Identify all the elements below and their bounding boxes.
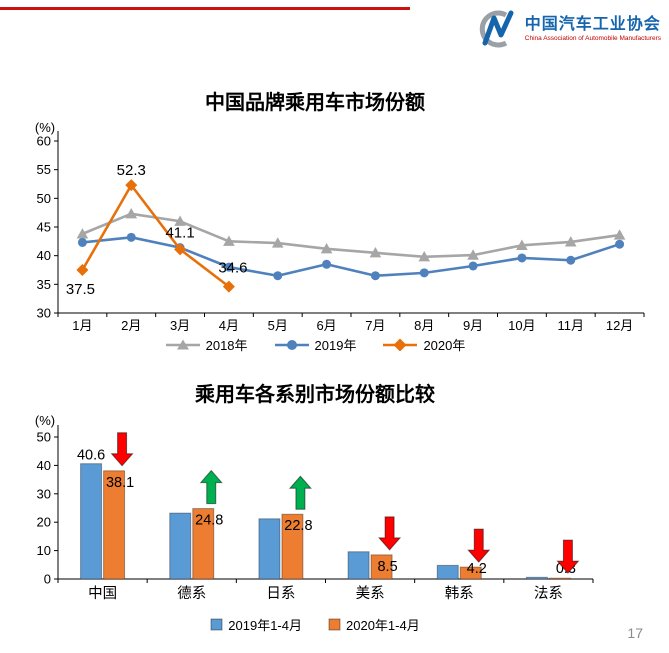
svg-text:5月: 5月 [268,318,288,333]
svg-text:40.6: 40.6 [77,448,105,464]
svg-text:10月: 10月 [508,318,535,333]
line-chart-legend: 2018年 2019年 2020年 [10,335,620,354]
svg-text:20: 20 [37,515,51,530]
series-2020年: 37.5 52.3 41.1 34.6 [66,162,248,298]
svg-text:37.5: 37.5 [66,281,95,298]
bar-value-labels: 40.638.124.822.88.54.20.3 [77,448,576,577]
down-arrow-icon [467,528,491,563]
blue-square-icon [210,618,223,631]
legend-circle [286,340,297,350]
svg-text:(%): (%) [35,413,55,428]
bars-2019年1-4月 [80,463,548,580]
svg-text:美系: 美系 [356,585,385,602]
legend-item-2020-1-4: 2020年1-4月 [328,615,420,634]
svg-text:6月: 6月 [316,318,336,333]
svg-text:日系: 日系 [266,585,295,602]
orange-square-icon [328,618,341,631]
logo-swoosh [479,10,507,48]
page-number: 17 [627,625,643,641]
diamond-marker-icon [383,338,418,351]
svg-text:41.1: 41.1 [165,224,194,241]
legend-item-2019: 2019年 [274,335,357,354]
svg-text:7月: 7月 [365,318,385,333]
svg-text:4.2: 4.2 [467,561,487,577]
bars-2020年1-4月 [103,470,571,580]
series-2019年 [77,232,625,281]
svg-text:德系: 德系 [177,585,206,602]
svg-text:8月: 8月 [414,318,434,333]
triangle-marker-icon [165,339,200,350]
svg-text:中国: 中国 [88,585,117,602]
svg-text:3月: 3月 [170,318,190,333]
svg-text:50: 50 [37,430,51,445]
legend-label-2020: 2020年 [423,338,466,353]
axes: 30 35 40 45 50 55 60 1月 2月 3月 4月 5月 6月 7月 8月 9月 10月 11月 12… [35,121,645,333]
svg-text:55: 55 [37,162,51,177]
svg-text:12月: 12月 [606,318,633,333]
logo-text: 中国汽车工业协会 China Association of Automobile… [525,16,661,43]
legend-item-2019-1-4: 2019年1-4月 [210,615,302,634]
svg-text:8.5: 8.5 [377,559,397,575]
line-chart-section: 中国品牌乘用车市场份额 30 35 40 45 50 55 60 1月 2月 3月 4月 5月 6月 7月… [10,86,660,354]
legend-label-2019-1-4: 2019年1-4月 [228,618,302,633]
logo-m-stroke [482,10,514,46]
legend-label-2019: 2019年 [314,338,357,353]
circle-marker-icon [274,340,309,350]
bar-chart-section: 乘用车各系别市场份额比较 0 10 20 30 40 50 中国 德系 日系 美系 韩系 法系 (%) 4… [10,378,660,634]
caam-logo: 中国汽车工业协会 China Association of Automobile… [473,8,661,50]
caam-logo-icon [479,10,514,48]
legend-item-2020: 2020年 [382,335,465,354]
svg-text:9月: 9月 [463,318,483,333]
svg-text:2月: 2月 [121,318,141,333]
svg-text:法系: 法系 [534,585,563,602]
top-red-rule [0,7,410,10]
svg-text:45: 45 [37,220,51,235]
svg-text:(%): (%) [35,121,55,135]
bar-chart-legend: 2019年1-4月 2020年1-4月 [10,615,620,634]
svg-text:35: 35 [37,277,51,292]
legend-triangle [176,339,189,350]
svg-text:韩系: 韩系 [445,585,474,602]
legend-label-2020-1-4: 2020年1-4月 [346,618,420,633]
svg-text:4月: 4月 [219,318,239,333]
svg-text:40: 40 [37,458,51,473]
series-2018年 [76,208,626,262]
svg-text:30: 30 [37,306,51,321]
svg-text:1月: 1月 [72,318,92,333]
svg-text:0: 0 [44,572,51,587]
org-name-en: China Association of Automobile Manufact… [524,35,661,43]
down-arrow-icon [377,516,402,551]
up-arrow-icon [199,469,223,505]
svg-text:40: 40 [37,248,51,263]
down-arrow-icon [110,432,134,467]
svg-text:34.6: 34.6 [218,260,247,277]
line-chart-title: 中国品牌乘用车市场份额 [205,92,425,114]
svg-text:52.3: 52.3 [117,162,146,179]
legend-item-2018: 2018年 [165,335,248,354]
svg-text:24.8: 24.8 [195,513,223,529]
legend-square [328,618,341,631]
line-chart: 30 35 40 45 50 55 60 1月 2月 3月 4月 5月 6月 7月 8月 9月 10月 11月 12… [35,121,645,333]
svg-text:60: 60 [37,134,51,149]
svg-text:22.8: 22.8 [284,518,312,534]
svg-text:10: 10 [37,543,51,558]
up-arrow-icon [288,475,313,510]
svg-text:11月: 11月 [558,318,585,333]
svg-text:30: 30 [37,486,51,501]
svg-text:50: 50 [37,191,51,206]
legend-label-2018: 2018年 [205,338,248,353]
legend-diamond [393,338,407,351]
axes: 0 10 20 30 40 50 中国 德系 日系 美系 韩系 法系 (%) [35,413,594,602]
svg-text:38.1: 38.1 [106,475,134,491]
bar-chart-title: 乘用车各系别市场份额比较 [195,384,435,406]
legend-square [210,618,223,631]
org-name-cn: 中国汽车工业协会 [524,15,661,33]
trend-arrows [110,432,580,574]
bar-chart: 0 10 20 30 40 50 中国 德系 日系 美系 韩系 法系 (%) 40.638.1 24.8 22… [35,413,594,602]
down-arrow-icon [556,539,580,574]
